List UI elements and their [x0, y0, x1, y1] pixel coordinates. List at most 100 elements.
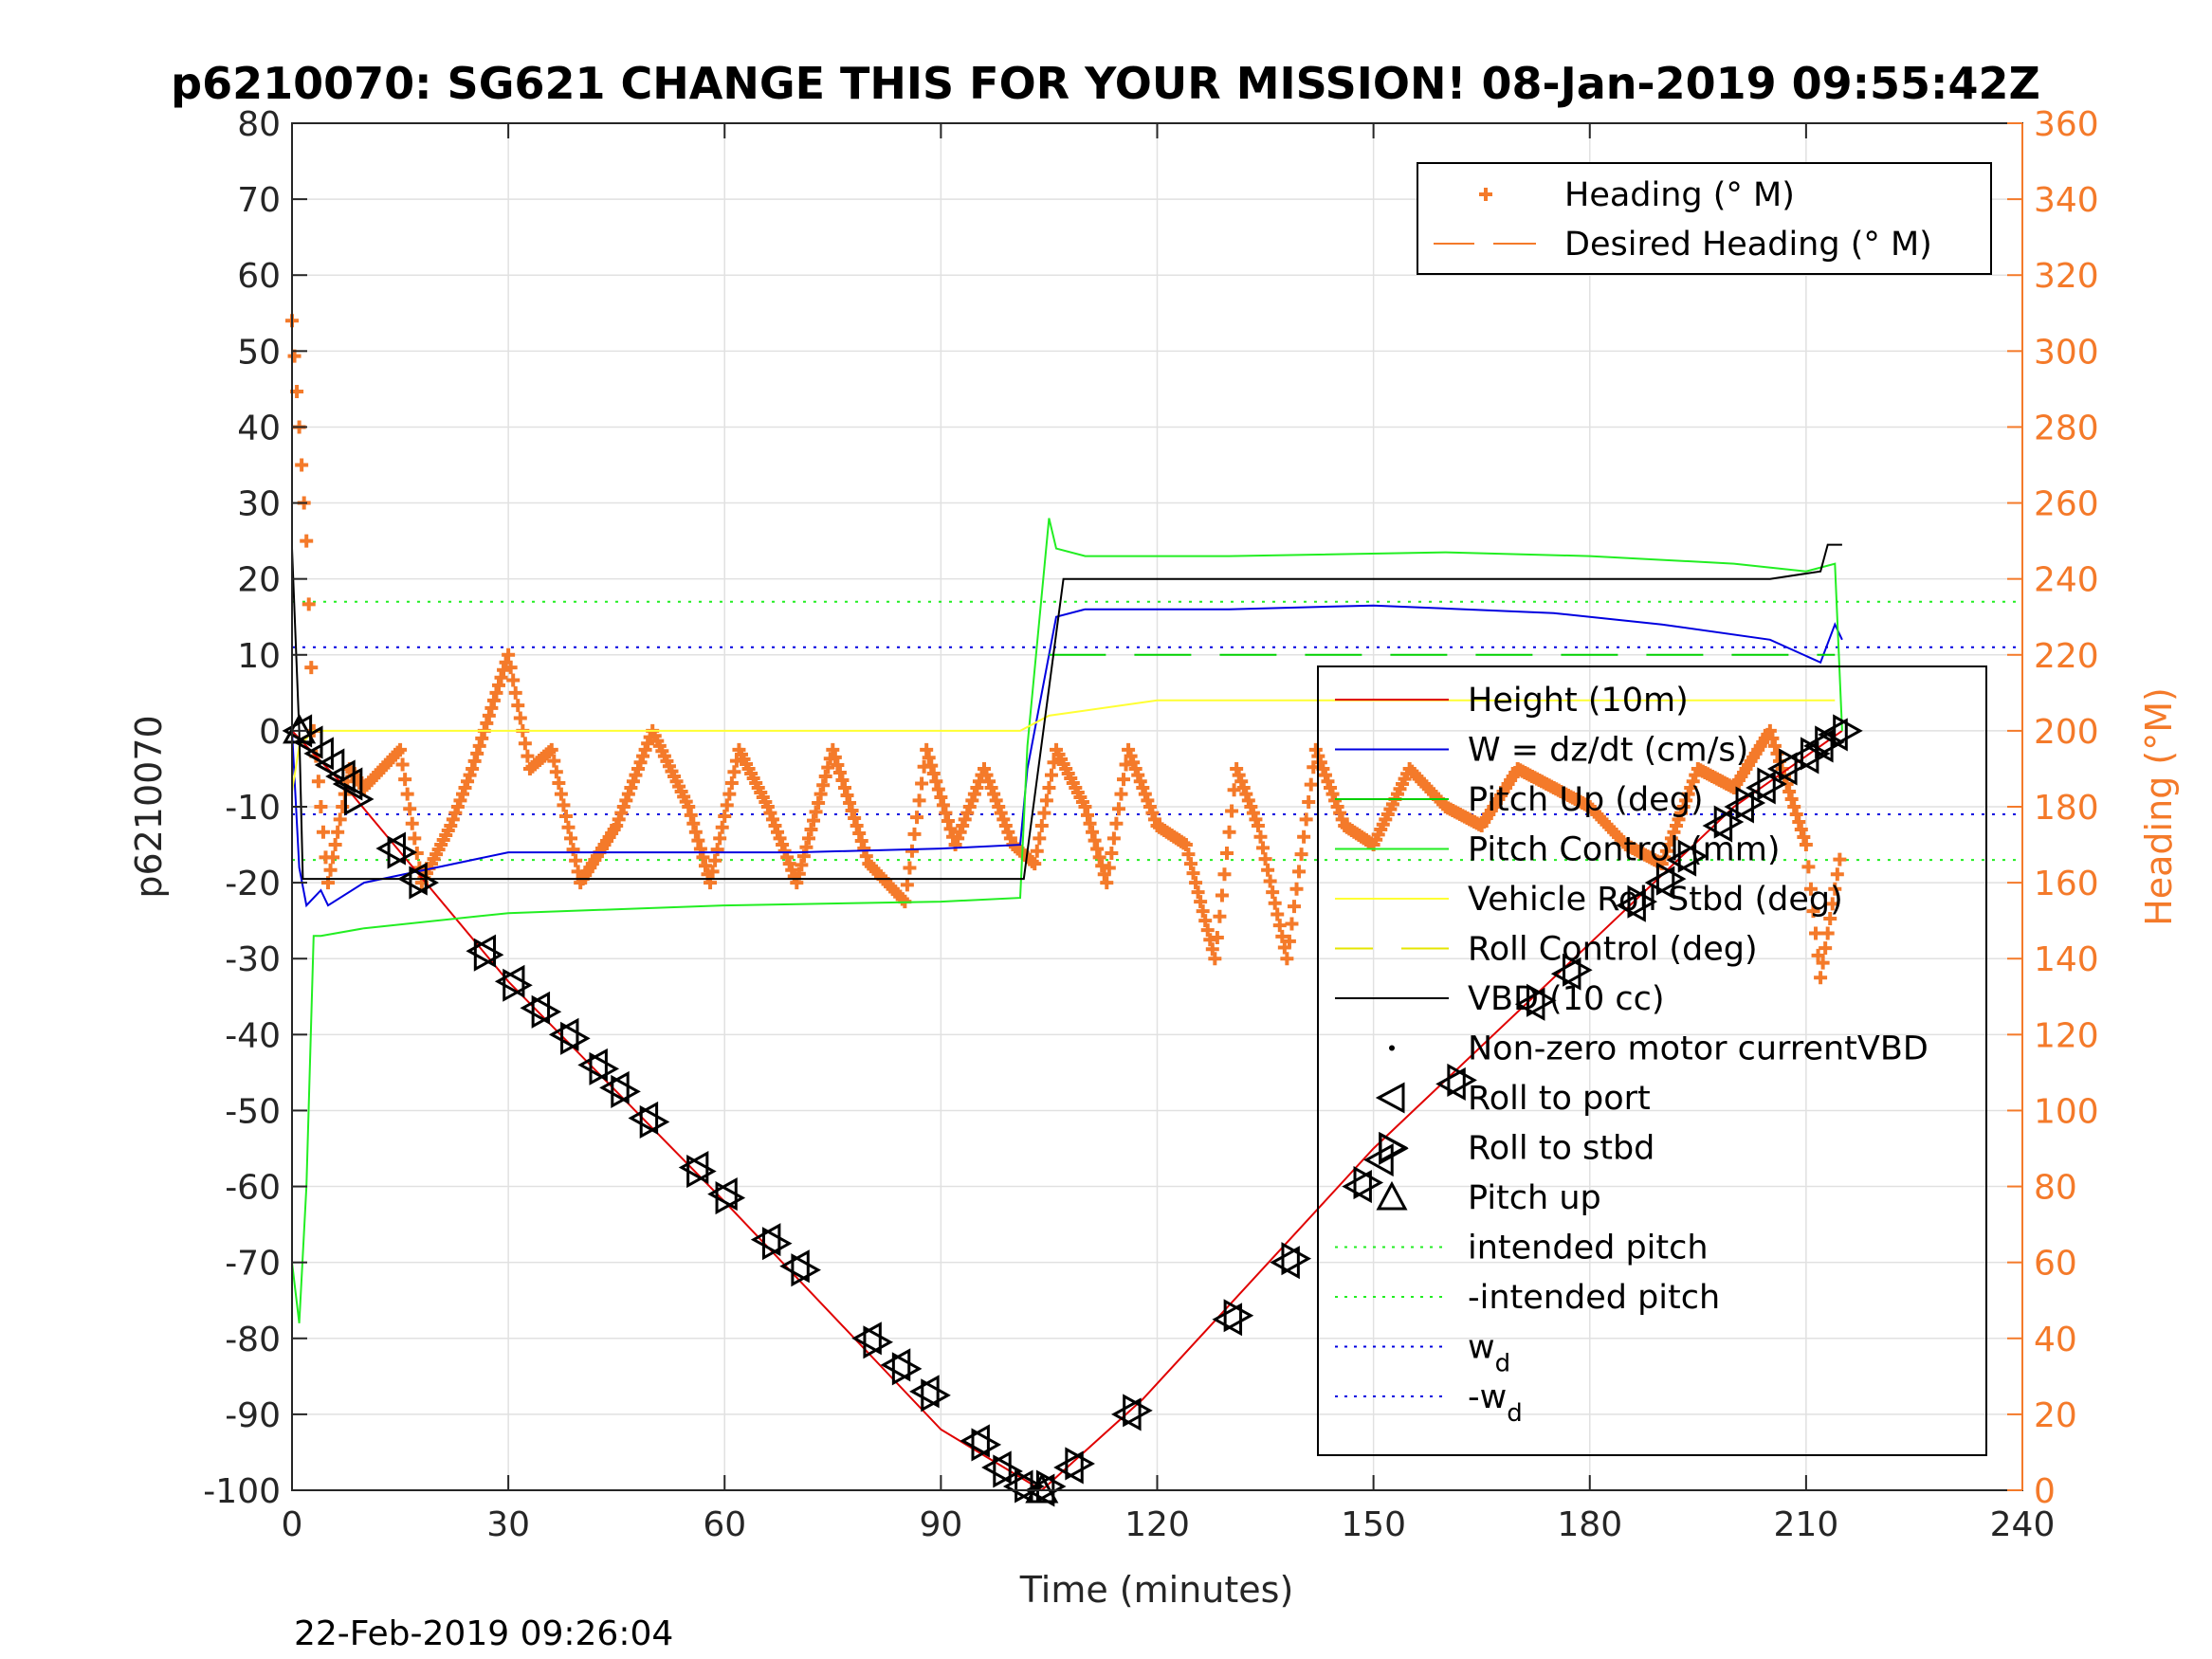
heading-point	[1102, 861, 1116, 875]
plot-area	[282, 314, 2022, 1507]
y-right-tick-label: 60	[2034, 1245, 2077, 1284]
heading-point	[1814, 971, 1828, 985]
heading-point	[948, 838, 962, 852]
roll-to-port-marker	[548, 1017, 579, 1051]
heading-point	[818, 769, 832, 783]
x-axis-label: Time (minutes)	[1019, 1569, 1294, 1611]
heading-point	[910, 811, 924, 825]
heading-point	[727, 765, 741, 779]
heading-point	[1266, 885, 1280, 900]
heading-point	[506, 673, 521, 687]
heading-point	[1100, 876, 1114, 890]
heading-point	[900, 878, 914, 892]
roll-to-port-marker	[1270, 1246, 1300, 1280]
heading-point	[1105, 846, 1119, 860]
y-right-tick-label: 260	[2034, 485, 2099, 524]
grid	[291, 122, 2023, 1491]
heading-point	[807, 813, 821, 828]
roll-to-stbd-marker	[1223, 1299, 1254, 1333]
legend-label: Pitch Up (deg)	[1468, 781, 1704, 819]
markers	[282, 713, 1863, 1507]
heading-point	[686, 816, 701, 830]
y-tick-label: -70	[225, 1245, 281, 1284]
heading-point	[1117, 773, 1131, 787]
roll-to-port-marker	[314, 748, 345, 782]
roll-to-port-marker	[1666, 843, 1697, 877]
heading-point	[1321, 775, 1335, 789]
heading-point	[554, 787, 568, 801]
roll-to-port-marker	[1802, 729, 1834, 763]
heading-point	[612, 812, 626, 827]
heading-point	[1825, 897, 1839, 911]
heading-point	[1147, 812, 1161, 827]
heading-point	[1080, 808, 1094, 822]
heading-point	[1765, 731, 1780, 745]
heading-point	[1124, 749, 1138, 763]
heading-point	[987, 787, 1001, 801]
heading-point	[395, 757, 410, 772]
heading-point	[850, 819, 864, 833]
heading-point	[1109, 816, 1124, 830]
heading-point	[1684, 780, 1698, 794]
heading-point	[773, 831, 787, 846]
heading-point	[1086, 825, 1100, 839]
heading-point	[405, 816, 419, 830]
heading-point	[393, 742, 408, 757]
chart-title: p6210070: SG621 CHANGE THIS FOR YOUR MIS…	[171, 58, 2040, 109]
heading-point	[542, 745, 557, 759]
heading-point	[472, 738, 486, 753]
heading-point	[924, 758, 939, 773]
roll-to-stbd-marker	[1627, 884, 1658, 919]
heading-point	[814, 787, 828, 801]
roll-to-stbd-marker	[891, 1352, 923, 1386]
heading-point	[455, 787, 469, 801]
roll-to-stbd-marker	[863, 1325, 894, 1359]
roll-to-port-marker	[1766, 752, 1798, 786]
roll-to-port-marker	[1514, 987, 1545, 1021]
heading-point	[1210, 930, 1224, 944]
roll-to-port-marker	[577, 1048, 608, 1082]
heading-point	[1234, 775, 1249, 789]
roll-to-stbd-marker	[409, 866, 439, 900]
heading-point	[1328, 793, 1343, 808]
heading-point	[1222, 825, 1236, 839]
heading-point	[1030, 844, 1044, 858]
heading-point	[1186, 866, 1200, 881]
legend-heading-swatch	[1479, 188, 1492, 201]
roll-to-stbd-marker	[1447, 1063, 1477, 1097]
heading-point	[1194, 895, 1208, 909]
legend-label: Pitch Control (mm)	[1468, 831, 1780, 869]
heading-point	[1280, 952, 1294, 966]
y-tick-label: 70	[237, 181, 281, 220]
y-right-tick-label: 80	[2034, 1169, 2077, 1208]
heading-point	[547, 754, 561, 768]
heading-point	[518, 737, 532, 751]
heading-point	[996, 812, 1011, 827]
x-tick-label: 120	[1124, 1505, 1190, 1544]
pitch-up-marker	[1025, 1472, 1059, 1504]
heading-point	[1179, 838, 1193, 852]
legend-label: W = dz/dt (cm/s)	[1468, 732, 1748, 770]
legend-label: Roll Control (deg)	[1468, 931, 1758, 969]
heading-point	[848, 811, 862, 826]
heading-point	[641, 737, 655, 751]
heading-point	[1819, 941, 1833, 956]
x-tick-label: 210	[1774, 1505, 1839, 1544]
heading-point	[1664, 831, 1678, 846]
roll-to-port-marker	[1053, 1450, 1084, 1485]
roll-to-port-marker	[628, 1101, 659, 1136]
roll-to-stbd-marker	[971, 1428, 1002, 1462]
heading-point	[463, 768, 477, 782]
heading-point	[497, 663, 511, 677]
heading-point	[1189, 876, 1203, 890]
heading-point	[1287, 900, 1301, 914]
roll-to-port-marker	[779, 1249, 810, 1284]
roll-to-stbd-marker	[1833, 714, 1863, 748]
y-tick-label: -10	[225, 789, 281, 828]
heading-point	[480, 716, 494, 730]
heading-point	[978, 761, 991, 775]
heading-point	[458, 780, 472, 794]
heading-point	[1275, 929, 1289, 943]
heading-point	[1324, 780, 1337, 794]
roll-to-port-marker	[1702, 809, 1733, 843]
